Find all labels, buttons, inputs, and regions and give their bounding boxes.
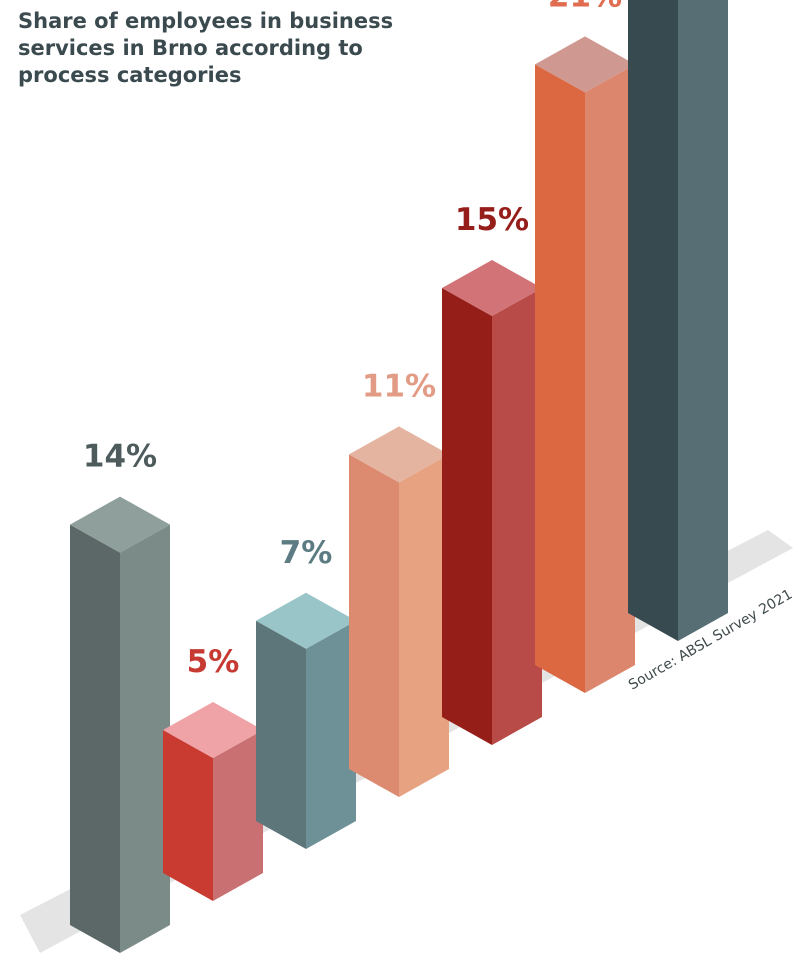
bar-top (535, 36, 635, 93)
bar-face-left (349, 454, 399, 797)
bar-face-right (213, 730, 263, 901)
bar-value-label: 11% (362, 368, 436, 404)
bar-value-label: 7% (280, 535, 333, 571)
bar-top (349, 426, 449, 483)
bar-face-left (163, 730, 213, 901)
bar-face-right (120, 524, 170, 953)
bar (163, 702, 263, 901)
bar (70, 496, 170, 953)
bar-value-label: 5% (187, 644, 240, 680)
bar-top (70, 496, 170, 553)
bar-face-left (628, 0, 678, 641)
bar-face-right (678, 0, 728, 641)
bar-value-label: 15% (455, 202, 529, 238)
bar (535, 36, 635, 693)
bar (628, 0, 728, 641)
bar-top (163, 702, 263, 758)
bar-face-left (70, 524, 120, 953)
bar-face-right (306, 620, 356, 849)
bar-face-left (535, 64, 585, 693)
bar-face-right (585, 64, 635, 693)
bar (442, 260, 542, 745)
bar-face-left (256, 620, 306, 849)
bar-value-label: 21% (548, 0, 622, 14)
bar-face-left (442, 288, 492, 745)
bar-face-right (492, 288, 542, 745)
bar-value-label: 14% (83, 439, 157, 475)
bar-top (256, 592, 356, 649)
bar (349, 426, 449, 797)
bar (256, 592, 356, 849)
chart-title: Share of employees in business services … (18, 9, 394, 87)
bar-top (442, 260, 542, 316)
bar-face-right (399, 454, 449, 797)
